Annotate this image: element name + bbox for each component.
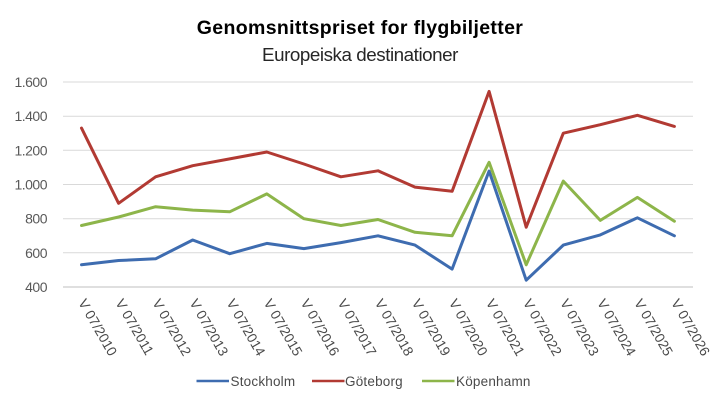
svg-text:Stockholm: Stockholm (231, 374, 296, 389)
svg-text:1.400: 1.400 (14, 108, 47, 124)
svg-text:Göteborg: Göteborg (345, 374, 403, 389)
svg-text:Genomsnittspriset for flygbilj: Genomsnittspriset for flygbiljetter (197, 17, 524, 39)
svg-text:1.600: 1.600 (14, 74, 47, 90)
svg-text:V 07/2010: V 07/2010 (75, 297, 120, 359)
svg-text:800: 800 (25, 211, 48, 227)
svg-text:1.200: 1.200 (14, 142, 47, 158)
svg-text:Köpenhamn: Köpenhamn (456, 374, 531, 389)
svg-text:Europeiska destinationer: Europeiska destinationer (262, 44, 458, 65)
svg-text:400: 400 (25, 279, 48, 295)
svg-text:1.000: 1.000 (14, 177, 47, 193)
svg-text:600: 600 (25, 245, 48, 261)
